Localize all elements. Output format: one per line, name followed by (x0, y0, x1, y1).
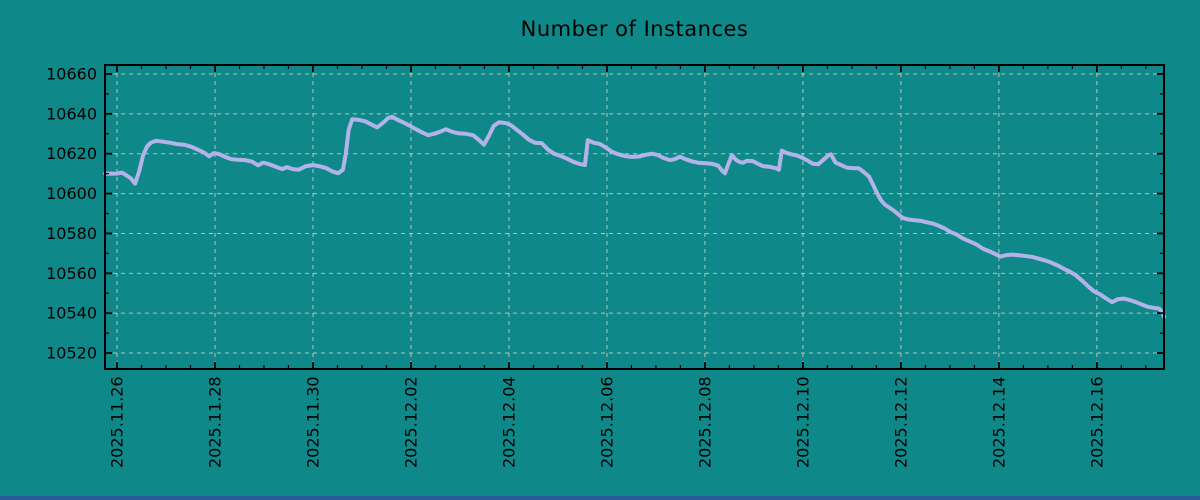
y-tick-label: 10640 (46, 104, 97, 123)
x-tick-label: 2025.12.14 (989, 376, 1008, 468)
bottom-edge-bar (0, 496, 1200, 500)
chart-title: Number of Instances (520, 17, 749, 41)
x-tick-label: 2025.12.12 (891, 376, 910, 468)
y-tick-label: 10520 (46, 344, 97, 363)
y-tick-label: 10600 (46, 184, 97, 203)
x-tick-label: 2025.12.06 (597, 376, 616, 468)
y-tick-label: 10580 (46, 224, 97, 243)
data-series-line (103, 114, 1166, 319)
x-tick-label: 2025.12.08 (695, 376, 714, 468)
plot-border (104, 64, 1165, 370)
x-tick-label: 2025.12.16 (1087, 376, 1106, 468)
y-tick-label: 10540 (46, 304, 97, 323)
y-tick-label: 10560 (46, 264, 97, 283)
y-tick-label: 10620 (46, 144, 97, 163)
x-tick-label: 2025.11.26 (108, 376, 127, 468)
x-tick-label: 2025.12.04 (499, 376, 518, 468)
x-tick-label: 2025.11.28 (205, 376, 224, 468)
x-tick-label: 2025.11.30 (303, 376, 322, 468)
x-tick-label: 2025.12.02 (401, 376, 420, 468)
y-tick-label: 10660 (46, 64, 97, 83)
x-tick-label: 2025.12.10 (793, 376, 812, 468)
